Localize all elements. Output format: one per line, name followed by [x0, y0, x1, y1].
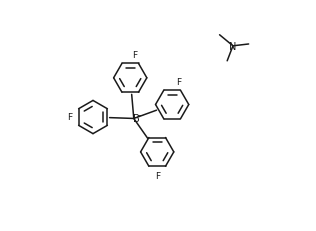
Text: B: B — [133, 113, 140, 123]
Text: F: F — [176, 78, 181, 87]
Text: F: F — [67, 112, 72, 121]
Text: N: N — [229, 42, 237, 52]
Text: F: F — [132, 51, 137, 60]
Text: F: F — [155, 171, 160, 180]
Text: −: − — [136, 111, 143, 120]
